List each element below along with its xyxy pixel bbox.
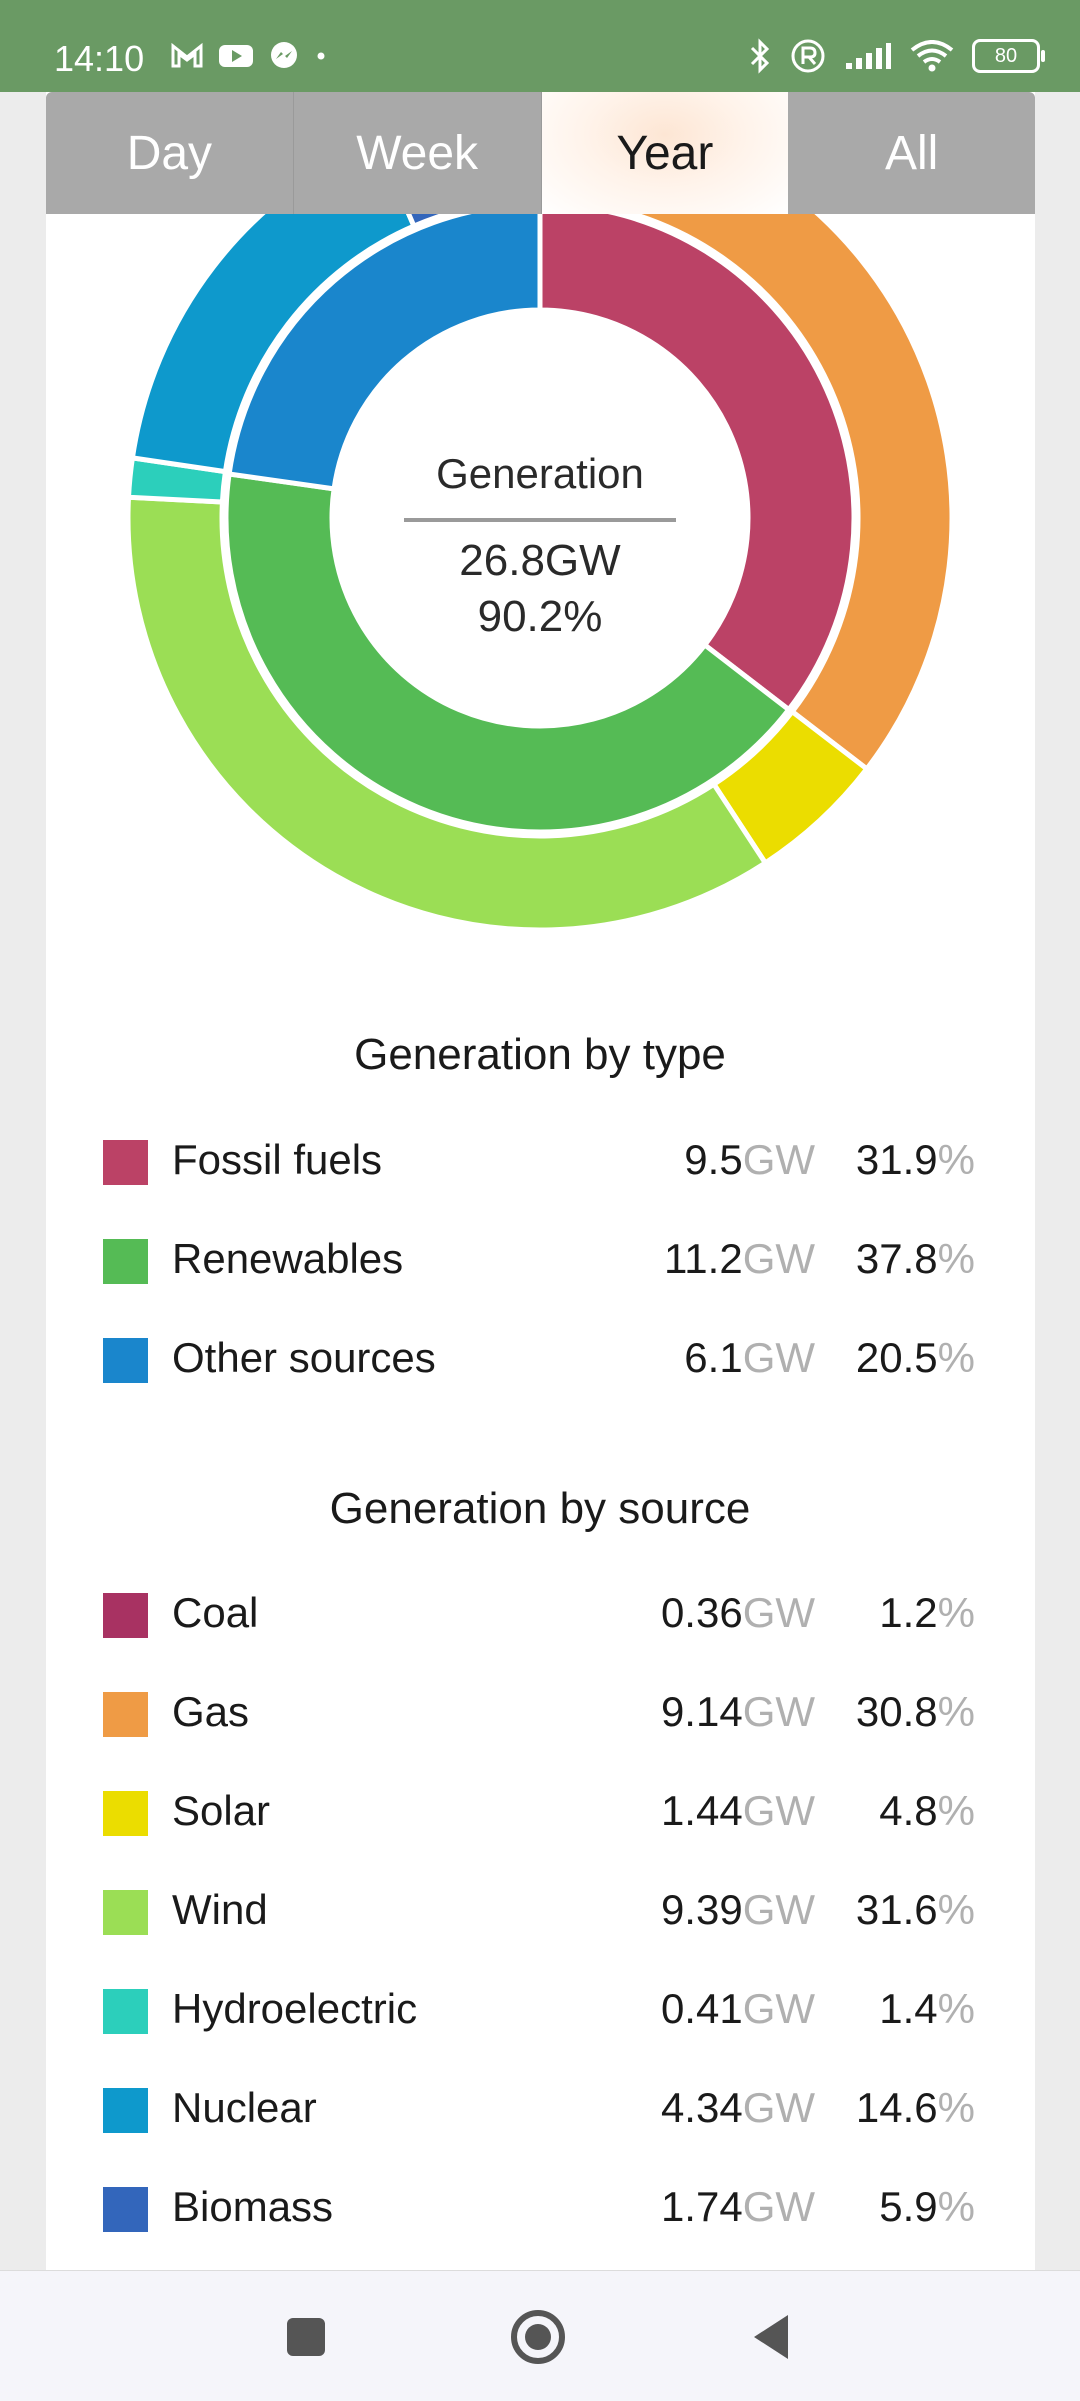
signal-icon: [846, 43, 891, 69]
row-gw-value: 11.2: [664, 1235, 743, 1282]
source-row-gas: Gas 9.14GW 30.8%: [103, 1684, 975, 1744]
row-gw-value: 4.34: [660, 2084, 743, 2131]
battery-indicator: 80: [972, 39, 1045, 73]
row-pct-value: 31.6: [855, 1886, 938, 1933]
wifi-icon: [910, 40, 954, 72]
center-total-gw: 26.8GW: [459, 536, 621, 585]
by-type-title: Generation by type: [354, 1030, 726, 1079]
outer-slice-gas: [564, 104, 955, 773]
row-gw-value: 9.14: [660, 1688, 743, 1735]
tab-day[interactable]: Day: [46, 92, 294, 214]
row-pct-value: 20.5: [855, 1334, 938, 1381]
battery-level: 80: [994, 44, 1018, 67]
row-gw-value: 9.5: [684, 1136, 743, 1183]
center-total-percent: 90.2%: [477, 592, 603, 641]
row-label: Other sources: [172, 1334, 436, 1381]
color-swatch: [103, 2088, 148, 2133]
row-pct-value: 30.8: [855, 1688, 938, 1735]
color-swatch: [103, 1593, 148, 1638]
source-row-nuclear: Nuclear 4.34GW 14.6%: [103, 2080, 975, 2140]
type-row-other-sources: Other sources 6.1GW 20.5%: [103, 1330, 975, 1390]
navigation-bar: [0, 2270, 1080, 2401]
row-pct-value: 14.6: [855, 2084, 938, 2131]
row-label: Solar: [172, 1787, 271, 1834]
row-label: Biomass: [172, 2183, 334, 2230]
source-row-solar: Solar 1.44GW 4.8%: [103, 1783, 975, 1843]
generation-donut-chart: [125, 103, 955, 933]
row-pct-value: 37.8: [855, 1235, 938, 1282]
row-gw-value: 0.36: [660, 1589, 743, 1636]
notification-icons: [170, 40, 328, 72]
system-icons: 80: [748, 38, 1045, 74]
color-swatch: [103, 1140, 148, 1185]
color-swatch: [103, 1890, 148, 1935]
center-divider: [404, 518, 676, 522]
status-time: 14:10: [54, 38, 145, 79]
dot-icon: [317, 52, 325, 60]
color-swatch: [103, 1791, 148, 1836]
messenger-icon: [271, 42, 297, 68]
row-label: Coal: [172, 1589, 259, 1636]
row-gw-value: 0.41: [660, 1985, 743, 2032]
source-row-biomass: Biomass 1.74GW 5.9%: [103, 2179, 975, 2239]
row-label: Wind: [172, 1886, 268, 1933]
youtube-icon: [219, 45, 253, 67]
tab-week[interactable]: Week: [293, 92, 542, 214]
registered-icon: [791, 39, 825, 73]
type-row-fossil-fuels: Fossil fuels 9.5GW 31.9%: [103, 1132, 975, 1192]
color-swatch: [103, 1338, 148, 1383]
gmail-icon: [171, 42, 203, 68]
row-gw-value: 1.74: [660, 2183, 743, 2230]
status-bar: 14:10: [0, 0, 1080, 92]
color-swatch: [103, 1239, 148, 1284]
by-source-title: Generation by source: [329, 1484, 751, 1533]
period-tabs: Day Week Year All: [46, 92, 1035, 214]
row-gw-value: 9.39: [660, 1886, 743, 1933]
inner-slice-renewables: [223, 471, 793, 835]
bluetooth-icon: [750, 38, 770, 74]
row-pct-value: 5.9: [879, 2183, 938, 2230]
inner-slice-fossil-fuels: [537, 201, 857, 714]
tab-all[interactable]: All: [788, 92, 1035, 214]
row-pct-value: 1.2: [879, 1589, 938, 1636]
tab-year[interactable]: Year: [541, 92, 789, 214]
outer-slice-wind: [125, 494, 769, 933]
row-label: Gas: [172, 1688, 250, 1735]
source-row-coal: Coal 0.36GW 1.2%: [103, 1585, 975, 1645]
row-label: Renewables: [172, 1235, 404, 1282]
home-button[interactable]: [508, 2307, 568, 2367]
type-row-renewables: Renewables 11.2GW 37.8%: [103, 1231, 975, 1291]
back-button[interactable]: [742, 2307, 802, 2367]
color-swatch: [103, 1692, 148, 1737]
color-swatch: [103, 2187, 148, 2232]
color-swatch: [103, 1989, 148, 2034]
source-row-wind: Wind 9.39GW 31.6%: [103, 1882, 975, 1942]
source-row-hydroelectric: Hydroelectric 0.41GW 1.4%: [103, 1981, 975, 2041]
row-gw-value: 1.44: [660, 1787, 743, 1834]
row-label: Fossil fuels: [172, 1136, 383, 1183]
recents-button[interactable]: [276, 2307, 336, 2367]
row-pct-value: 31.9: [855, 1136, 938, 1183]
row-label: Hydroelectric: [172, 1985, 418, 2032]
row-pct-value: 4.8: [879, 1787, 938, 1834]
center-title: Generation: [436, 450, 644, 497]
row-pct-value: 1.4: [879, 1985, 938, 2032]
row-gw-value: 6.1: [684, 1334, 743, 1381]
row-label: Nuclear: [172, 2084, 317, 2131]
